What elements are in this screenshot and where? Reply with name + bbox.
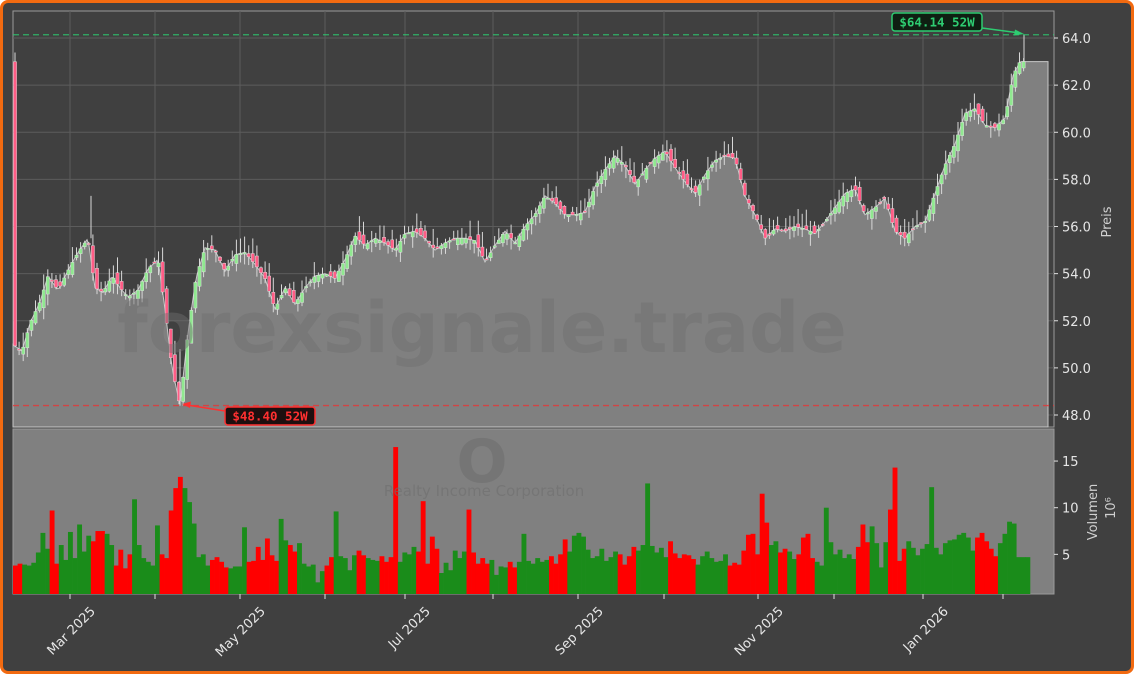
volume-bars	[13, 447, 1031, 594]
svg-text:60.0: 60.0	[1062, 126, 1091, 141]
svg-text:Jan 2026: Jan 2026	[900, 604, 952, 656]
volume-axis-title: Volumen	[1086, 484, 1101, 541]
svg-text:58.0: 58.0	[1062, 173, 1091, 188]
svg-text:50.0: 50.0	[1062, 362, 1091, 377]
high-52w-annotation: $64.14 52W	[891, 12, 1024, 36]
watermark-symbol: O	[456, 427, 507, 497]
svg-text:62.0: 62.0	[1062, 79, 1091, 94]
candlesticks	[13, 34, 1026, 406]
svg-text:56.0: 56.0	[1062, 221, 1091, 236]
volume-axis-multiplier: 10⁶	[1104, 497, 1119, 519]
watermark-company: Realty Income Corporation	[384, 482, 584, 500]
x-axis: Mar 2025 May 2025 Jul 2025 Sep 2025 Nov 2025…	[45, 594, 1004, 660]
svg-text:48.0: 48.0	[1062, 409, 1091, 424]
arrow-icon	[1014, 29, 1024, 36]
price-axis-title: Preis	[1100, 206, 1115, 237]
svg-text:64.0: 64.0	[1062, 32, 1091, 47]
svg-text:54.0: 54.0	[1062, 268, 1091, 283]
svg-text:52.0: 52.0	[1062, 315, 1091, 330]
svg-text:10: 10	[1062, 502, 1079, 517]
svg-text:Nov 2025: Nov 2025	[732, 604, 787, 659]
svg-text:5: 5	[1062, 548, 1070, 563]
svg-text:Sep 2025: Sep 2025	[553, 604, 607, 658]
arrow-icon	[182, 401, 191, 408]
volume-y-axis: 5 10 15	[1054, 455, 1079, 563]
low-52w-annotation: $48.40 52W	[182, 401, 316, 426]
watermark-site: forexsignale.trade	[117, 287, 846, 369]
high-52w-label: $64.14 52W	[899, 15, 975, 30]
svg-text:Jul 2025: Jul 2025	[385, 604, 434, 653]
svg-text:Mar 2025: Mar 2025	[45, 604, 99, 658]
svg-text:15: 15	[1062, 455, 1079, 470]
svg-text:May 2025: May 2025	[213, 604, 269, 660]
low-52w-label: $48.40 52W	[232, 409, 308, 424]
price-y-axis: 48.0 50.0 52.0 54.0 56.0 58.0 60.0 62.0 64.0	[1054, 32, 1091, 424]
